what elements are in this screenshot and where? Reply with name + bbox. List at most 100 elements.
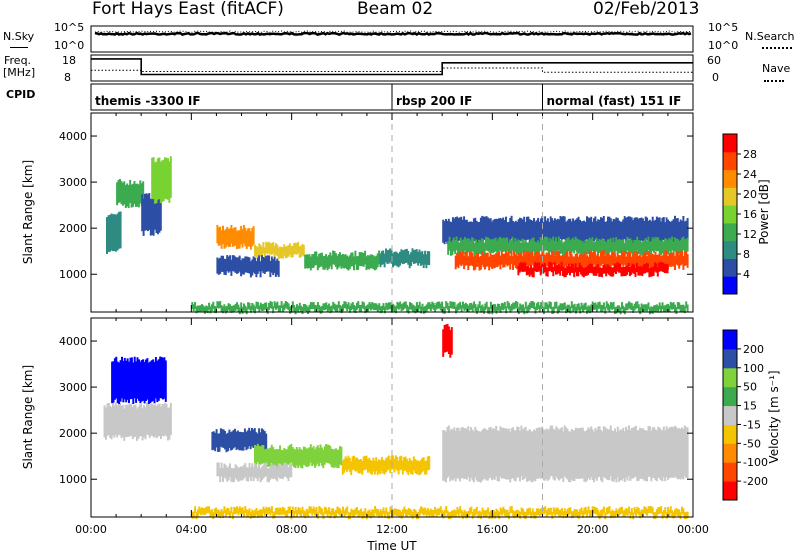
heatmap-cell (344, 254, 347, 268)
heatmap-cell (435, 509, 438, 517)
heatmap-cell (583, 242, 585, 257)
heatmap-cell (400, 249, 403, 264)
heatmap-cell (556, 428, 559, 479)
heatmap-cell (458, 217, 461, 241)
heatmap-cell (376, 461, 379, 475)
heatmap-cell (269, 466, 272, 480)
heatmap-cell (537, 252, 540, 266)
heatmap-cell (516, 255, 519, 270)
heatmap-cell (496, 303, 499, 311)
heatmap-cell (669, 427, 672, 478)
heatmap-cell (241, 507, 244, 515)
heatmap-cell (320, 447, 323, 466)
heatmap-cell (508, 302, 510, 310)
colorbar-tick-label: -50 (743, 437, 761, 450)
heatmap-cell (217, 509, 220, 517)
colorbar-swatch (723, 367, 737, 388)
heatmap-cell (517, 427, 520, 478)
heatmap-cell (503, 509, 506, 516)
heatmap-cell (479, 240, 482, 255)
heatmap-cell (219, 301, 222, 308)
heatmap-cell (626, 303, 629, 311)
heatmap-cell (229, 432, 232, 451)
y-tick-label: 1000 (59, 268, 87, 281)
heatmap-cell (679, 304, 682, 312)
heatmap-cell (399, 456, 401, 471)
heatmap-cell (316, 445, 319, 464)
heatmap-cell (361, 301, 364, 309)
heatmap-cell (407, 306, 410, 314)
colorbar-tick-label: 200 (743, 343, 764, 356)
heatmap-cell (215, 507, 217, 515)
heatmap-cell (492, 219, 495, 243)
heatmap-cell (142, 359, 145, 401)
heatmap-cell (141, 408, 144, 441)
heatmap-cell (615, 256, 618, 271)
heatmap-cell (453, 302, 456, 309)
heatmap-cell (526, 216, 528, 240)
heatmap-cell (445, 301, 448, 308)
heatmap-cell (557, 264, 560, 274)
heatmap-cell (154, 192, 157, 230)
heatmap-cell (676, 218, 679, 242)
heatmap-cell (355, 256, 358, 270)
heatmap-cell (109, 214, 112, 252)
heatmap-cell (455, 510, 457, 518)
heatmap-cell (619, 255, 622, 269)
heatmap-cell (169, 402, 172, 436)
heatmap-cell (132, 362, 135, 404)
heatmap-cell (509, 305, 512, 313)
heatmap-cell (162, 357, 164, 400)
heatmap-cell (618, 239, 620, 253)
heatmap-cell (537, 428, 540, 479)
heatmap-cell (629, 216, 632, 240)
heatmap-cell (460, 216, 463, 240)
heatmap-cell (263, 247, 266, 259)
heatmap-cell (234, 303, 237, 311)
heatmap-cell (336, 304, 339, 312)
heatmap-cell (475, 239, 478, 254)
heatmap-cell (265, 241, 268, 254)
heatmap-cell (286, 510, 289, 517)
heatmap-cell (632, 427, 635, 479)
heatmap-cell (604, 306, 607, 314)
heatmap-cell (290, 443, 293, 463)
velocity-ylabel: Slant Range [km] (21, 365, 35, 469)
heatmap-cell (509, 255, 512, 270)
heatmap-cell (473, 301, 476, 309)
heatmap-cell (607, 507, 610, 515)
heatmap-cell (619, 263, 622, 273)
heatmap-cell (636, 236, 639, 251)
heatmap-cell (528, 219, 531, 243)
colorbar-swatch (723, 424, 737, 444)
colorbar-tick-label: 100 (743, 362, 764, 375)
heatmap-cell (646, 430, 649, 482)
heatmap-cell (443, 325, 446, 353)
heatmap-cell (425, 460, 428, 475)
heatmap-cell (457, 241, 459, 255)
heatmap-cell (630, 265, 633, 275)
heatmap-cell (290, 463, 293, 478)
heatmap-cell (219, 226, 222, 246)
heatmap-cell (258, 509, 261, 517)
heatmap-cell (419, 460, 422, 474)
heatmap-cell (616, 305, 619, 313)
heatmap-cell (650, 306, 653, 314)
cpid-segment-label: themis -3300 IF (95, 94, 201, 108)
heatmap-cell (272, 306, 275, 314)
heatmap-cell (662, 305, 665, 313)
heatmap-cell (369, 303, 372, 311)
heatmap-cell (156, 158, 159, 200)
heatmap-cell (636, 430, 639, 482)
heatmap-cell (667, 303, 670, 311)
heatmap-cell (447, 425, 450, 477)
heatmap-cell (534, 261, 537, 272)
heatmap-cell (458, 250, 461, 265)
heatmap-cell (243, 428, 246, 447)
heatmap-cell (224, 431, 227, 450)
heatmap-cell (595, 430, 598, 481)
heatmap-cell (434, 305, 437, 312)
heatmap-cell (146, 194, 149, 232)
heatmap-cell (539, 218, 542, 242)
heatmap-cell (528, 241, 531, 256)
